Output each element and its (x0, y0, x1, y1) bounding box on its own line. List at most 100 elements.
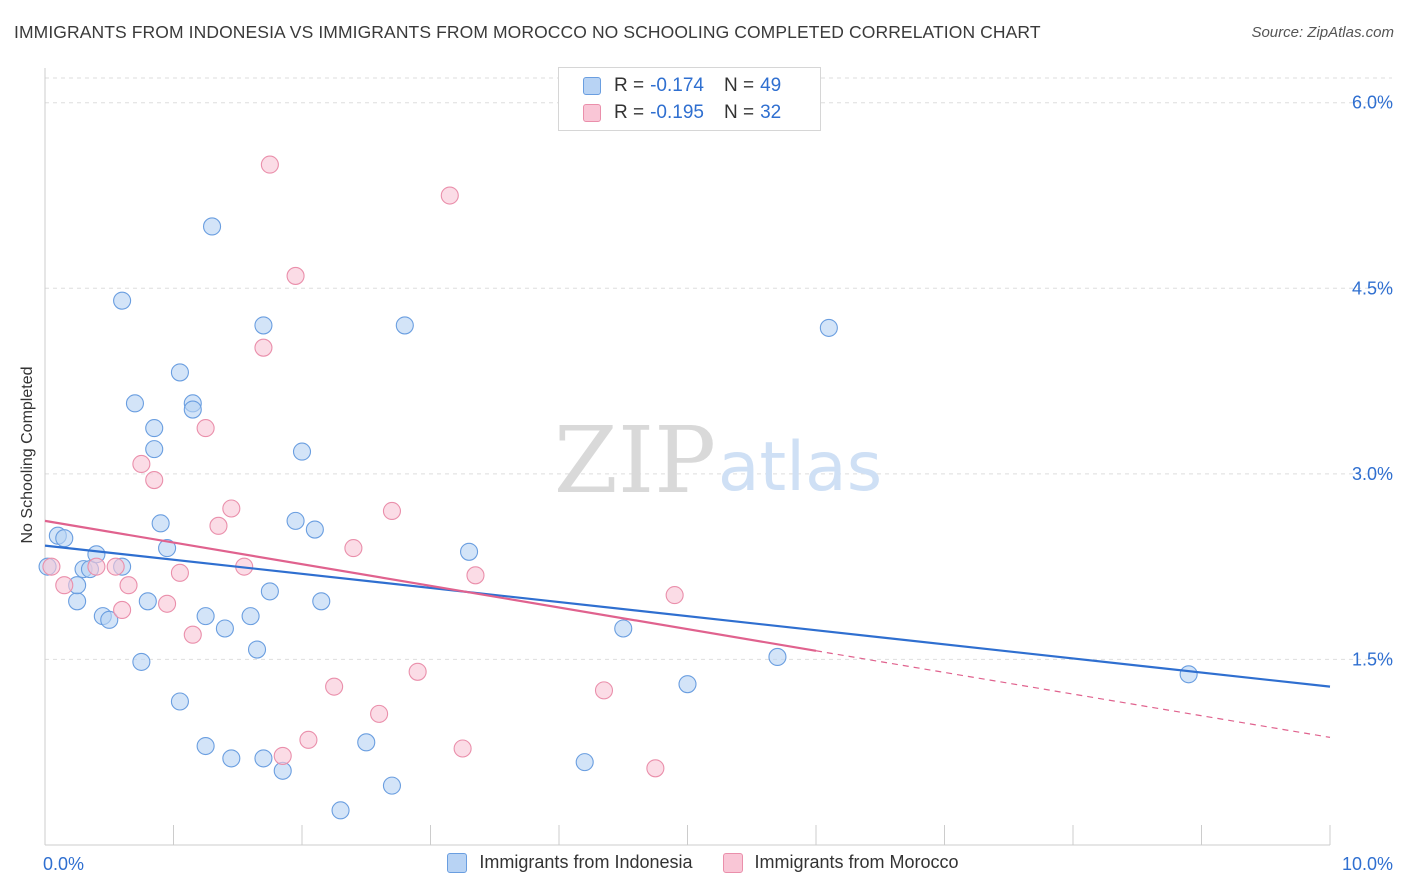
point-indonesia (1179, 665, 1198, 684)
point-indonesia (170, 692, 189, 711)
point-indonesia (312, 592, 331, 611)
watermark-atlas: atlas (718, 428, 882, 507)
point-morocco (273, 746, 292, 765)
tick-labels: 1.5% 3.0% 4.5% 6.0% 0.0% 10.0% (43, 93, 1393, 874)
trend-line-morocco (44, 519, 817, 652)
point-indonesia (382, 776, 402, 795)
point-indonesia (145, 440, 164, 459)
point-indonesia (254, 316, 273, 335)
point-indonesia (158, 539, 177, 558)
point-indonesia (247, 640, 267, 659)
point-indonesia (254, 749, 273, 768)
point-morocco (222, 499, 241, 518)
trend-line-indonesia (44, 544, 1331, 688)
trend-lines (44, 519, 1331, 738)
point-indonesia (145, 419, 164, 438)
point-morocco (106, 557, 125, 576)
point-indonesia (183, 400, 202, 419)
legend-r-value: -0.195 (650, 102, 704, 123)
point-morocco (87, 557, 106, 576)
point-morocco (55, 576, 74, 595)
series-morocco-points (42, 155, 684, 778)
point-indonesia (138, 592, 157, 611)
point-indonesia (113, 291, 132, 310)
legend-r-value: -0.174 (650, 75, 704, 96)
point-morocco (132, 454, 151, 474)
point-indonesia (215, 619, 234, 638)
legend-item-morocco: Immigrants from Morocco (722, 852, 959, 873)
point-indonesia (678, 675, 697, 694)
x-tick-label: 10.0% (1342, 854, 1393, 874)
legend-r-label: R = (614, 102, 645, 123)
point-morocco (209, 516, 228, 535)
point-indonesia (357, 733, 376, 752)
source-credit: Source: ZipAtlas.com (1251, 24, 1394, 41)
point-indonesia (614, 619, 633, 638)
x-tick-label: 0.0% (43, 854, 84, 874)
legend-row-indonesia: R = -0.174 N = 49 (583, 74, 781, 98)
point-indonesia (203, 217, 222, 236)
y-tick-label: 6.0% (1352, 93, 1393, 113)
legend-r-label: R = (614, 75, 645, 96)
point-indonesia (68, 592, 87, 611)
point-indonesia (100, 610, 119, 629)
point-morocco (170, 563, 189, 582)
legend-swatch-indonesia (583, 77, 601, 95)
point-indonesia (819, 318, 838, 337)
watermark: ZIP atlas (554, 407, 882, 514)
point-indonesia (459, 542, 479, 561)
point-indonesia (222, 749, 241, 768)
point-morocco (158, 594, 177, 613)
point-morocco (299, 730, 318, 749)
series-indonesia-points (38, 217, 1198, 820)
point-morocco (370, 704, 389, 723)
point-indonesia (331, 801, 350, 820)
trend-line-morocco-extension (815, 650, 1331, 738)
stats-legend: R = -0.174 N = 49 R = -0.195 N = 32 (558, 67, 821, 131)
point-morocco (113, 600, 132, 620)
chart-title: IMMIGRANTS FROM INDONESIA VS IMMIGRANTS … (14, 22, 1041, 42)
point-indonesia (196, 607, 215, 626)
legend-row-morocco: R = -0.195 N = 32 (583, 101, 781, 125)
y-tick-label: 4.5% (1352, 278, 1393, 298)
point-morocco (260, 155, 279, 174)
point-indonesia (768, 647, 787, 667)
legend-n-label: N = (723, 75, 755, 96)
point-indonesia (55, 529, 74, 548)
point-indonesia (286, 511, 305, 530)
point-morocco (665, 586, 684, 605)
point-indonesia (260, 582, 279, 601)
legend-label-indonesia: Immigrants from Indonesia (479, 852, 693, 872)
y-tick-label: 1.5% (1352, 649, 1393, 669)
legend-swatch-morocco (583, 104, 601, 122)
axes (44, 68, 1331, 846)
point-morocco (183, 625, 202, 644)
point-morocco (325, 677, 344, 696)
point-morocco (344, 539, 363, 558)
legend-swatch-indonesia (447, 852, 468, 873)
point-morocco (440, 186, 459, 205)
point-morocco (594, 681, 614, 700)
point-morocco (254, 338, 273, 357)
point-morocco (382, 501, 402, 521)
point-indonesia (151, 514, 170, 533)
point-indonesia (292, 442, 312, 461)
point-morocco (286, 266, 305, 285)
point-indonesia (305, 520, 324, 539)
legend-n-value: 32 (760, 102, 782, 123)
point-indonesia (575, 753, 594, 772)
point-indonesia (241, 607, 260, 626)
point-morocco (646, 759, 665, 778)
point-morocco (453, 739, 472, 758)
point-indonesia (132, 652, 151, 671)
legend-item-indonesia: Immigrants from Indonesia (447, 852, 693, 873)
legend-swatch-morocco (722, 852, 743, 873)
watermark-zip: ZIP (554, 407, 716, 514)
point-morocco (119, 576, 138, 595)
point-indonesia (395, 316, 414, 335)
point-morocco (196, 419, 215, 438)
point-indonesia (170, 363, 189, 382)
point-morocco (145, 471, 164, 490)
legend-n-label: N = (723, 102, 755, 123)
